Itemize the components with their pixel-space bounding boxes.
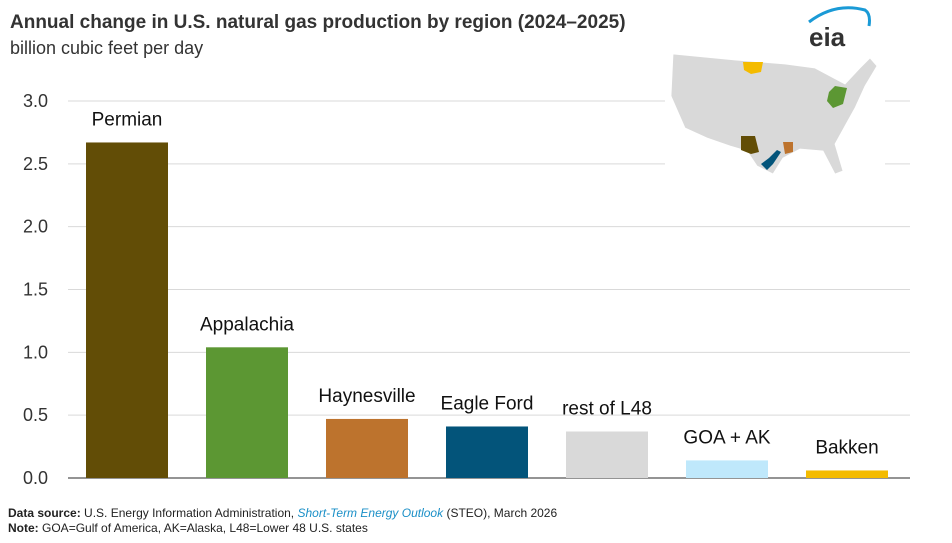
source-text: U.S. Energy Information Administration, — [84, 506, 295, 520]
note-text: GOA=Gulf of America, AK=Alaska, L48=Lowe… — [42, 521, 368, 535]
bar-bakken — [806, 470, 888, 478]
bar-permian — [86, 142, 168, 478]
bar-label: Bakken — [815, 437, 878, 458]
y-tick-label: 0.0 — [23, 468, 48, 488]
bar-appalachia — [206, 347, 288, 478]
bar-label: GOA + AK — [683, 427, 770, 448]
eia-logo: eia — [808, 6, 871, 50]
eagle-ford-region — [761, 150, 781, 170]
permian-region — [741, 136, 759, 154]
bar-chart: 0.0 0.5 1.0 1.5 2.0 2.5 3.0 Permian Appalachia Ha… — [23, 91, 910, 488]
y-tick-label: 1.0 — [23, 342, 48, 362]
us-map-shape — [670, 53, 878, 175]
appalachia-region — [827, 86, 847, 108]
svg-text:eia: eia — [809, 22, 846, 50]
bar-label: Appalachia — [200, 314, 294, 335]
source-label: Data source: — [8, 506, 81, 520]
bar-goa-ak — [686, 460, 768, 478]
chart-title: Annual change in U.S. natural gas produc… — [10, 12, 626, 33]
note: Note: GOA=Gulf of America, AK=Alaska, L4… — [8, 521, 368, 535]
us-region-map — [665, 46, 885, 186]
chart-subtitle: billion cubic feet per day — [10, 38, 204, 58]
y-tick-label: 1.5 — [23, 280, 48, 300]
data-source: Data source: U.S. Energy Information Adm… — [8, 506, 557, 520]
bakken-region — [743, 62, 763, 74]
haynesville-region — [783, 142, 793, 154]
bar-rest-of-l48 — [566, 431, 648, 478]
bar-label: Permian — [92, 109, 163, 130]
bar-label: Haynesville — [318, 386, 415, 407]
y-tick-label: 2.5 — [23, 154, 48, 174]
bar-label: Eagle Ford — [441, 393, 534, 414]
bar-label: rest of L48 — [562, 399, 652, 420]
bar-haynesville — [326, 418, 408, 478]
y-tick-label: 2.0 — [23, 217, 48, 237]
steo-link[interactable]: Short-Term Energy Outlook — [297, 506, 444, 520]
y-tick-label: 3.0 — [23, 91, 48, 111]
note-label: Note: — [8, 521, 39, 535]
y-tick-label: 0.5 — [23, 405, 48, 425]
source-tail: (STEO), March 2026 — [446, 506, 558, 520]
bar-eagle-ford — [446, 426, 528, 478]
